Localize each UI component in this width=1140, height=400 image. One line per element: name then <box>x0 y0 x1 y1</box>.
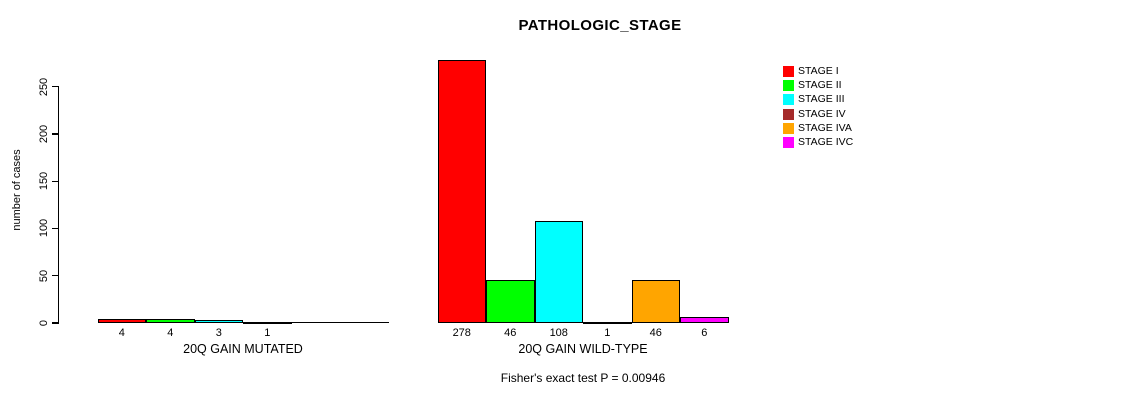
bar-value-label: 3 <box>215 327 222 339</box>
y-axis-tick <box>52 180 58 182</box>
group-label-wild-type: 20Q GAIN WILD-TYPE <box>518 342 648 356</box>
bar-value-label: 4 <box>167 327 174 339</box>
legend-item: STAGE IVC <box>783 135 854 148</box>
legend-item: STAGE II <box>783 79 853 92</box>
bar-value-label: 278 <box>452 327 471 339</box>
bar-value-label: 1 <box>264 327 271 339</box>
y-axis-tick-label: 50 <box>38 269 50 282</box>
y-axis-tick-label: 250 <box>38 77 50 96</box>
y-axis-tick-label: 0 <box>38 319 50 327</box>
bar-value-label: 1 <box>604 327 611 339</box>
legend-label: STAGE II <box>798 79 842 92</box>
bar-stage-iva <box>631 279 680 323</box>
y-axis-tick-label: 200 <box>38 124 50 144</box>
legend-label: STAGE IVC <box>798 135 854 148</box>
legend-label: STAGE III <box>798 93 845 106</box>
y-axis-tick <box>52 275 58 277</box>
bar-value-label: 6 <box>701 327 708 339</box>
legend-label: STAGE IVA <box>798 121 852 134</box>
legend-label: STAGE I <box>798 65 839 77</box>
y-axis-tick-label: 150 <box>38 172 50 191</box>
y-axis-tick <box>52 322 58 324</box>
legend-swatch <box>783 66 794 77</box>
y-axis-tick-label: 100 <box>38 219 50 238</box>
bar-stage-i <box>97 319 146 323</box>
bar-stage-i <box>437 60 486 323</box>
legend: STAGE I STAGE II STAGE III STAGE IV STAGE IV… <box>783 66 853 151</box>
legend-swatch <box>783 136 794 148</box>
chart-title: PATHOLOGIC_STAGE <box>518 17 682 34</box>
bar-stage-iv <box>583 322 632 324</box>
bar-stage-ivc <box>680 317 729 323</box>
legend-swatch <box>783 94 794 106</box>
legend-item: STAGE I <box>783 66 853 77</box>
legend-label: STAGE IV <box>798 107 846 120</box>
legend-item: STAGE IV <box>783 107 853 120</box>
bar-stage-ii <box>146 319 195 323</box>
y-axis-tick <box>52 133 58 135</box>
group-label-mutated: 20Q GAIN MUTATED <box>183 342 303 356</box>
legend-item: STAGE III <box>783 93 853 106</box>
bar-stage-iii <box>534 220 583 323</box>
legend-item: STAGE IVA <box>783 121 853 134</box>
bar-stage-iv <box>243 322 292 324</box>
legend-swatch <box>783 80 794 92</box>
bar-value-label: 46 <box>649 327 662 339</box>
y-axis-label: number of cases <box>11 149 23 231</box>
bar-value-label: 46 <box>504 327 517 339</box>
y-axis-line <box>58 86 59 324</box>
y-axis-tick <box>52 227 58 230</box>
bar-value-label: 108 <box>549 327 568 339</box>
fisher-test-footnote: Fisher's exact test P = 0.00946 <box>500 371 666 385</box>
y-axis-tick <box>52 86 58 88</box>
bar-stage-ii <box>486 279 535 323</box>
legend-swatch <box>783 122 794 134</box>
bar-stage-iii <box>194 320 243 323</box>
bar-value-label: 4 <box>118 327 125 339</box>
legend-swatch <box>783 108 794 120</box>
